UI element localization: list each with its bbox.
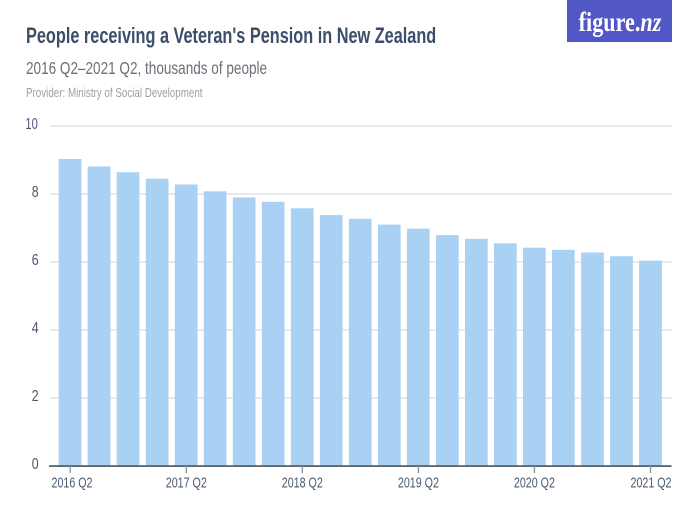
svg-text:6: 6 — [32, 252, 39, 269]
svg-text:2: 2 — [32, 388, 39, 405]
svg-text:2021 Q2: 2021 Q2 — [631, 476, 672, 492]
svg-text:2017 Q2: 2017 Q2 — [166, 476, 207, 492]
svg-text:4: 4 — [32, 320, 39, 337]
svg-text:2018 Q2: 2018 Q2 — [282, 476, 323, 492]
svg-text:10: 10 — [25, 116, 37, 133]
svg-text:2020 Q2: 2020 Q2 — [514, 476, 555, 492]
svg-text:0: 0 — [32, 456, 39, 473]
svg-text:2016 Q2: 2016 Q2 — [52, 476, 93, 492]
svg-text:2019 Q2: 2019 Q2 — [398, 476, 439, 492]
svg-text:8: 8 — [32, 184, 39, 201]
